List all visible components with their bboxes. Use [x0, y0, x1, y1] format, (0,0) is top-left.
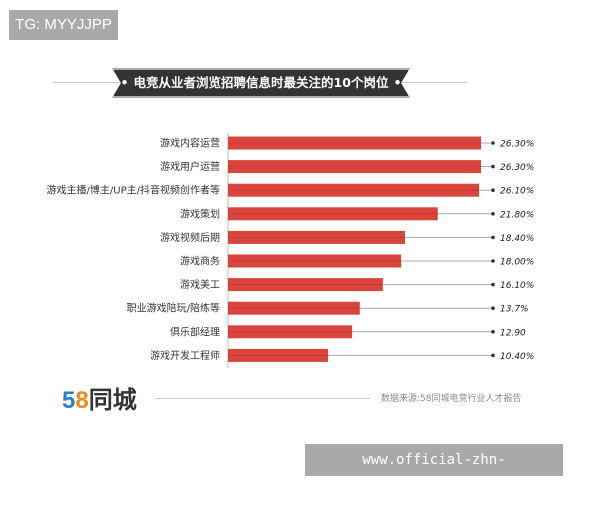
logo-58tongcheng: 58同城 [62, 387, 137, 414]
leader-dot [491, 306, 495, 311]
category-label: 游戏主播/博主/UP主/抖音视频创作者等 [47, 184, 220, 197]
leader-dot [491, 330, 495, 334]
data-label: 13.7% [500, 305, 529, 315]
category-label: 游戏策划 [180, 207, 220, 220]
data-label: 18.40% [500, 234, 534, 244]
category-label: 游戏美工 [180, 278, 220, 291]
data-label: 16.10% [500, 281, 534, 291]
leader-dot [491, 235, 495, 240]
data-label: 21.80% [500, 210, 534, 220]
bar-chart: 游戏内容运营 26.30% 游戏用户运营 26.30% 游戏主播/博主/UP主/抖音视频… [47, 133, 534, 368]
leader-dot [491, 141, 495, 145]
leader-dot [491, 353, 495, 358]
category-label: 游戏内容运营 [160, 137, 220, 150]
category-label: 游戏用户运营 [160, 160, 220, 173]
data-label: 12.90 [500, 328, 526, 338]
leader-dot [491, 212, 495, 216]
category-label: 职业游戏陪玩/陪练等 [127, 302, 220, 315]
category-label: 游戏商务 [180, 255, 220, 268]
chart-title-banner: • 电竞从业者浏览招聘信息时最关注的10个岗位 • [112, 68, 410, 98]
data-label: 10.40% [500, 352, 534, 362]
data-label: 18.00% [500, 258, 534, 268]
watermark-top: TG: MYYJJPP [9, 10, 118, 40]
data-label: 26.30% [500, 163, 534, 173]
leader-dot [491, 282, 495, 287]
data-label: 26.10% [500, 187, 534, 197]
watermark-bottom: www.official-zhn-kaiyunsport.com [305, 444, 563, 500]
footer-divider [155, 398, 370, 399]
leader-dot [491, 164, 495, 169]
chart-title: 电竞从业者浏览招聘信息时最关注的10个岗位 [133, 75, 389, 90]
data-label: 26.30% [500, 140, 534, 150]
leader-dot [491, 259, 495, 263]
category-label: 游戏开发工程师 [150, 349, 220, 362]
leader-dot [491, 188, 495, 192]
data-source: 数据来源:58同城电竞行业人才报告 [381, 394, 522, 404]
category-label: 游戏视频后期 [160, 231, 220, 244]
category-label: 俱乐部经理 [170, 325, 220, 338]
